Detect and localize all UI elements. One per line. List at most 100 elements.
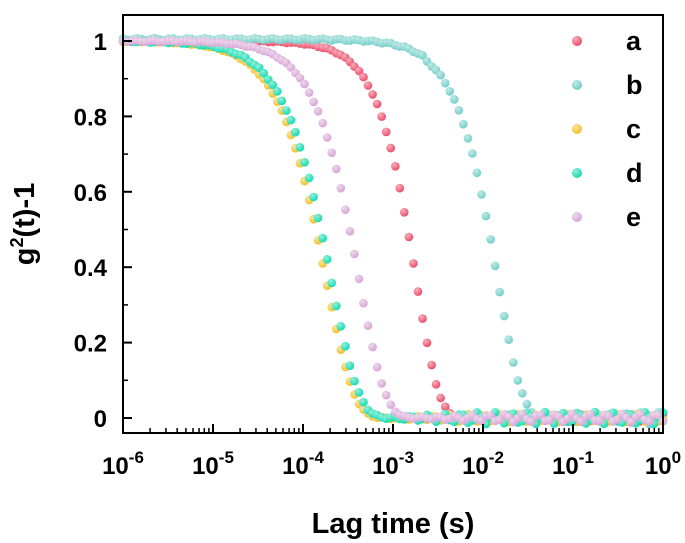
marker-a-highlight [427, 360, 436, 370]
x-tick-exponent: -3 [399, 448, 414, 467]
marker-d-highlight [277, 96, 287, 106]
marker-d-highlight [286, 115, 296, 125]
marker-a-highlight [418, 314, 427, 323]
x-axis-title: Lag time (s) [312, 508, 475, 540]
x-tick-label: 10-6 [102, 448, 144, 480]
series-e [118, 36, 668, 427]
data-markers [118, 33, 668, 429]
marker-b-highlight [477, 190, 486, 199]
x-tick-base: 10 [102, 453, 129, 480]
x-tick-label: 10-2 [462, 448, 504, 480]
marker-e-highlight [368, 342, 377, 352]
x-tick-base: 10 [192, 453, 219, 480]
marker-e-highlight [341, 205, 350, 214]
marker-d-highlight [318, 233, 328, 243]
marker-e-highlight [386, 400, 396, 410]
marker-a-highlight [395, 183, 405, 193]
x-tick-base: 10 [282, 453, 309, 480]
marker-e-highlight [372, 362, 382, 372]
legend-label-d: d [626, 158, 643, 188]
marker-b-highlight [454, 106, 464, 115]
x-tick-exponent: -5 [219, 448, 234, 467]
marker-e-highlight [354, 274, 364, 284]
marker-b-highlight [418, 51, 427, 60]
x-tick-label: 10-3 [372, 448, 414, 480]
marker-e-highlight [536, 410, 545, 420]
marker-e-highlight [654, 411, 663, 420]
marker-b-highlight [522, 399, 532, 409]
marker-e-highlight [363, 321, 373, 331]
marker-e-highlight [300, 79, 309, 89]
marker-b-highlight [436, 70, 445, 80]
marker-d-highlight [300, 158, 309, 167]
marker-d-highlight [322, 254, 332, 264]
marker-d-highlight [341, 341, 350, 351]
marker-e-highlight [336, 183, 346, 193]
legend-label-e: e [626, 202, 641, 232]
marker-d-highlight [304, 173, 314, 183]
x-tick-label: 10-1 [552, 448, 594, 480]
marker-b-highlight [509, 358, 518, 367]
marker-e-highlight [645, 416, 654, 426]
marker-d-highlight [345, 361, 355, 371]
legend-label-c: c [626, 114, 641, 144]
x-tick-exponent: 0 [672, 448, 681, 467]
marker-e-highlight [350, 249, 359, 259]
marker-e-highlight [545, 416, 554, 425]
x-tick-label: 100 [645, 448, 681, 480]
marker-a-highlight [413, 287, 423, 296]
marker-b-highlight [472, 168, 482, 178]
x-tick-labels: 10-6 10-5 10-4 10-3 10-2 10-1 100 [102, 448, 681, 480]
axis-ticks [122, 40, 664, 433]
legend-marker-e-highlight [572, 212, 582, 222]
x-tick-exponent: -2 [489, 448, 504, 467]
marker-b-highlight [463, 134, 473, 143]
marker-b-highlight [513, 376, 523, 385]
marker-e-highlight [309, 97, 318, 107]
x-tick-exponent: -6 [129, 448, 144, 467]
marker-e-highlight [322, 133, 332, 142]
marker-d-highlight [309, 192, 318, 202]
marker-e-highlight [295, 73, 305, 83]
marker-a-highlight [431, 380, 441, 389]
marker-b-highlight [518, 389, 527, 398]
marker-d-highlight [313, 213, 323, 223]
marker-a-highlight [422, 338, 432, 348]
marker-a-highlight [440, 402, 450, 412]
marker-b-highlight [450, 95, 459, 104]
series-d [118, 36, 668, 429]
x-tick-label: 10-5 [192, 448, 234, 480]
series-c [118, 36, 668, 427]
marker-a-highlight [386, 143, 396, 153]
legend-marker-d-highlight [572, 168, 582, 178]
marker-b-highlight [468, 149, 477, 158]
marker-d-highlight [332, 301, 341, 311]
marker-e-highlight [318, 118, 328, 128]
marker-b-highlight [504, 335, 513, 345]
marker-d-highlight [268, 80, 278, 90]
legend-label-a: a [626, 26, 642, 56]
marker-d-highlight [336, 322, 346, 331]
x-tick-base: 10 [372, 453, 399, 480]
marker-d-highlight [259, 68, 269, 78]
marker-b-highlight [481, 211, 491, 221]
marker-e-highlight [377, 379, 387, 388]
legend-marker-b-highlight [572, 80, 582, 90]
x-tick-exponent: -4 [309, 448, 325, 467]
marker-a-highlight [377, 112, 387, 121]
marker-a-highlight [381, 127, 391, 137]
y-tick-label: 0.2 [74, 331, 107, 358]
marker-a-highlight [354, 66, 364, 76]
marker-b-highlight [440, 78, 450, 88]
y-tick-labels: 0 0.2 0.4 0.6 0.8 1 [74, 29, 108, 433]
marker-e-highlight [313, 107, 323, 116]
series-a [118, 36, 668, 427]
marker-a-highlight [359, 72, 368, 82]
marker-e-highlight [586, 410, 595, 419]
marker-e-highlight [304, 88, 314, 97]
marker-d-highlight [291, 127, 300, 137]
marker-a-highlight [363, 81, 373, 90]
y-axis-title-sup: 2 [7, 238, 27, 248]
legend-marker-a-highlight [572, 36, 582, 46]
